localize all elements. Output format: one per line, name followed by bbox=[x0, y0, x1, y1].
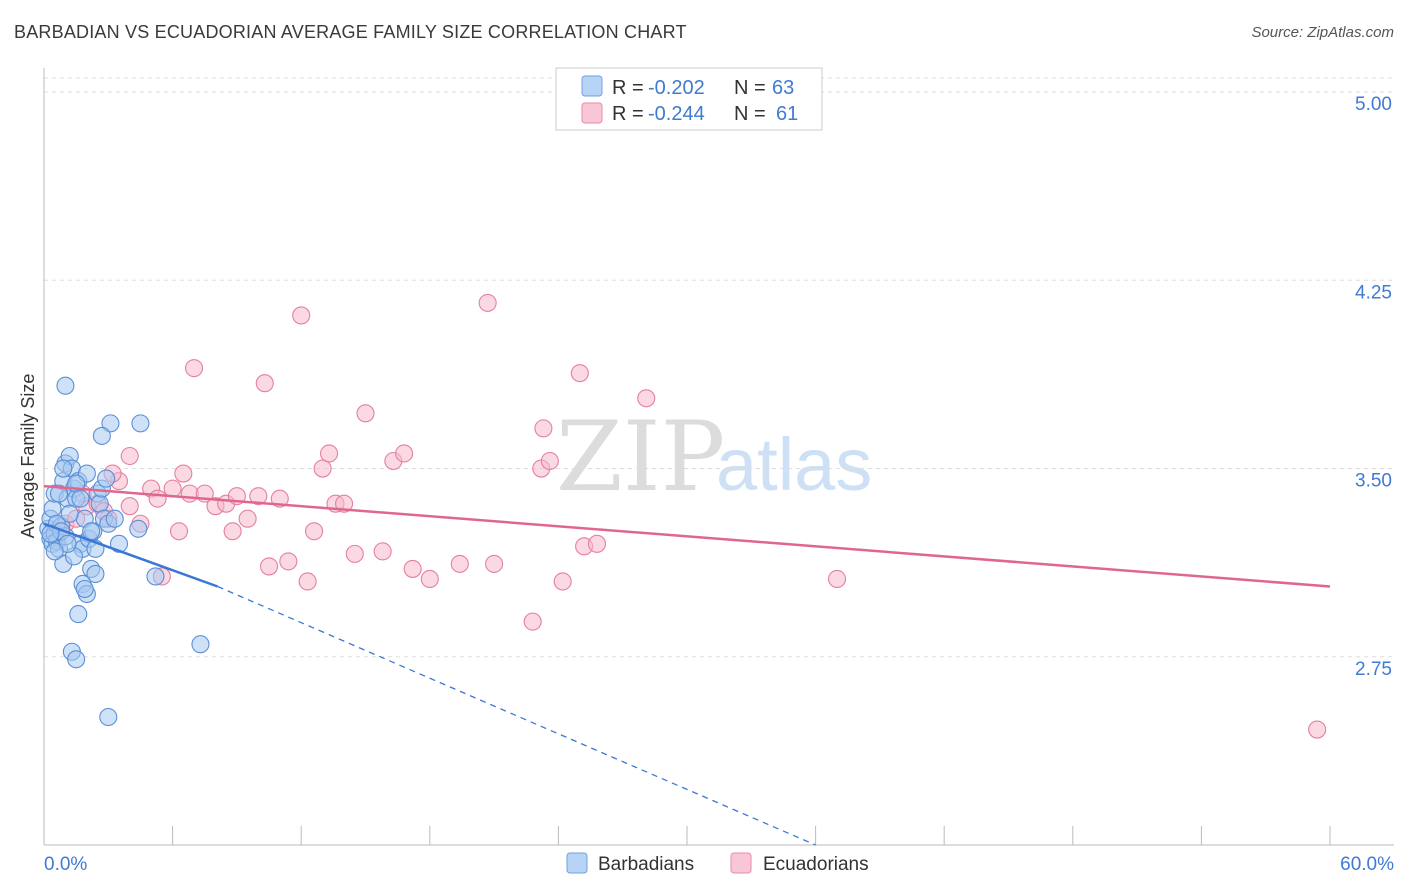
ecuadorians-point bbox=[120, 497, 139, 516]
barbadians-point bbox=[56, 376, 75, 395]
barbadians-point bbox=[105, 509, 124, 528]
ecuadorians-point bbox=[450, 554, 469, 573]
ecuadorians-point bbox=[403, 559, 422, 578]
barbadians-point bbox=[43, 499, 62, 518]
ecuadorians-point bbox=[587, 534, 607, 553]
ecuadorians-point bbox=[305, 522, 324, 541]
barbadians-trend-line bbox=[43, 522, 219, 588]
y-axis-label: Average Family Size bbox=[18, 374, 38, 539]
legend-swatch-barbadians bbox=[581, 75, 603, 97]
ecuadorians-point bbox=[345, 544, 364, 563]
ecuadorians-point bbox=[174, 464, 193, 483]
source-label: Source: ZipAtlas.com bbox=[1251, 24, 1394, 41]
barbadians-point bbox=[82, 522, 101, 541]
trend-lines bbox=[43, 484, 1331, 846]
ecuadorians-point bbox=[223, 522, 242, 541]
bottom-swatch-ecuadorians bbox=[730, 852, 752, 874]
barbadians-point bbox=[99, 707, 118, 727]
barbadians-point bbox=[67, 650, 86, 669]
legend-n-label-1: N = bbox=[734, 77, 766, 99]
ecuadorians-point bbox=[120, 446, 139, 466]
ecuadorians-point bbox=[540, 451, 559, 471]
ecuadorians-point bbox=[292, 306, 311, 325]
legend-n-value-1: 63 bbox=[772, 77, 794, 99]
barbadians-point bbox=[75, 579, 94, 599]
legend-swatch-ecuadorians bbox=[581, 102, 603, 124]
barbadians-point bbox=[146, 567, 165, 586]
x-ticks bbox=[43, 826, 1331, 845]
ecuadorians-point bbox=[356, 404, 375, 423]
ecuadorians-point bbox=[279, 552, 298, 571]
legend-r-value-2: -0.244 bbox=[648, 103, 705, 125]
ecuadorians-point bbox=[298, 572, 317, 591]
barbadians-point bbox=[131, 414, 150, 433]
ecuadorians-point bbox=[259, 557, 279, 576]
barbadians-point bbox=[92, 426, 111, 445]
series-legend: Barbadians Ecuadorians bbox=[566, 852, 869, 875]
barbadians-point bbox=[71, 489, 90, 508]
barbadians-point bbox=[69, 605, 88, 624]
ecuadorians-point bbox=[373, 542, 392, 561]
ecuadorians-point bbox=[249, 487, 268, 506]
gridlines bbox=[44, 77, 1394, 658]
legend-r-value-1: -0.202 bbox=[648, 77, 705, 99]
ecuadorians-point bbox=[534, 419, 553, 438]
barbadians-point bbox=[101, 414, 120, 433]
legend-n-label-2: N = bbox=[734, 103, 766, 125]
ecuadorians-points bbox=[45, 293, 1327, 739]
ecuadorians-point bbox=[637, 389, 656, 408]
ecuadorians-point bbox=[827, 569, 847, 589]
barbadians-point bbox=[97, 469, 116, 488]
barbadians-point bbox=[86, 564, 105, 583]
legend-n-value-2: 61 bbox=[776, 103, 798, 125]
ecuadorians-point bbox=[553, 572, 572, 591]
bottom-legend-ecuadorians: Ecuadorians bbox=[763, 854, 869, 875]
x-tick-label-max: 60.0% bbox=[1340, 854, 1394, 875]
barbadians-trend-extension bbox=[217, 585, 816, 846]
ecuadorians-point bbox=[184, 359, 204, 378]
y-tick-labels: 2.75 3.50 4.25 5.00 bbox=[1355, 94, 1392, 680]
barbadians-point bbox=[129, 519, 148, 538]
barbadians-points bbox=[39, 376, 210, 727]
ecuadorians-point bbox=[169, 522, 189, 541]
ecuadorians-point bbox=[180, 484, 199, 503]
y-tick-label: 4.25 bbox=[1355, 282, 1392, 303]
barbadians-point bbox=[45, 542, 64, 561]
barbadians-point bbox=[90, 494, 109, 513]
ecuadorians-point bbox=[478, 293, 497, 312]
ecuadorians-point bbox=[313, 459, 332, 478]
ecuadorians-point bbox=[270, 489, 289, 508]
correlation-legend: R = -0.202 N = 63 R = -0.244 N = 61 bbox=[555, 67, 823, 131]
ecuadorians-point bbox=[255, 374, 274, 393]
ecuadorians-point bbox=[320, 444, 339, 463]
ecuadorians-point bbox=[1308, 720, 1327, 739]
bottom-swatch-barbadians bbox=[566, 852, 588, 874]
ecuadorians-point bbox=[420, 569, 439, 589]
ecuadorians-trend-line bbox=[43, 484, 1331, 588]
barbadians-point bbox=[60, 504, 79, 523]
ecuadorians-point bbox=[523, 612, 542, 631]
x-tick-label-min: 0.0% bbox=[44, 854, 87, 875]
barbadians-point bbox=[54, 459, 73, 478]
y-tick-label: 3.50 bbox=[1355, 471, 1392, 492]
barbadians-point bbox=[191, 635, 210, 654]
bottom-legend-barbadians: Barbadians bbox=[598, 854, 694, 875]
barbadians-point bbox=[49, 484, 69, 503]
y-tick-label: 2.75 bbox=[1355, 659, 1392, 680]
ecuadorians-point bbox=[485, 554, 504, 573]
ecuadorians-point bbox=[238, 509, 257, 528]
ecuadorians-point bbox=[148, 489, 167, 508]
y-tick-label: 5.00 bbox=[1355, 94, 1392, 115]
ecuadorians-point bbox=[335, 494, 354, 513]
legend-r-label-2: R = bbox=[612, 103, 644, 125]
watermark-zip: ZIP bbox=[556, 401, 725, 513]
watermark-atlas: atlas bbox=[716, 423, 872, 506]
ecuadorians-point bbox=[395, 444, 414, 463]
ecuadorians-point bbox=[570, 364, 589, 383]
legend-r-label-1: R = bbox=[612, 77, 644, 99]
chart-title: BARBADIAN VS ECUADORIAN AVERAGE FAMILY S… bbox=[14, 22, 687, 42]
